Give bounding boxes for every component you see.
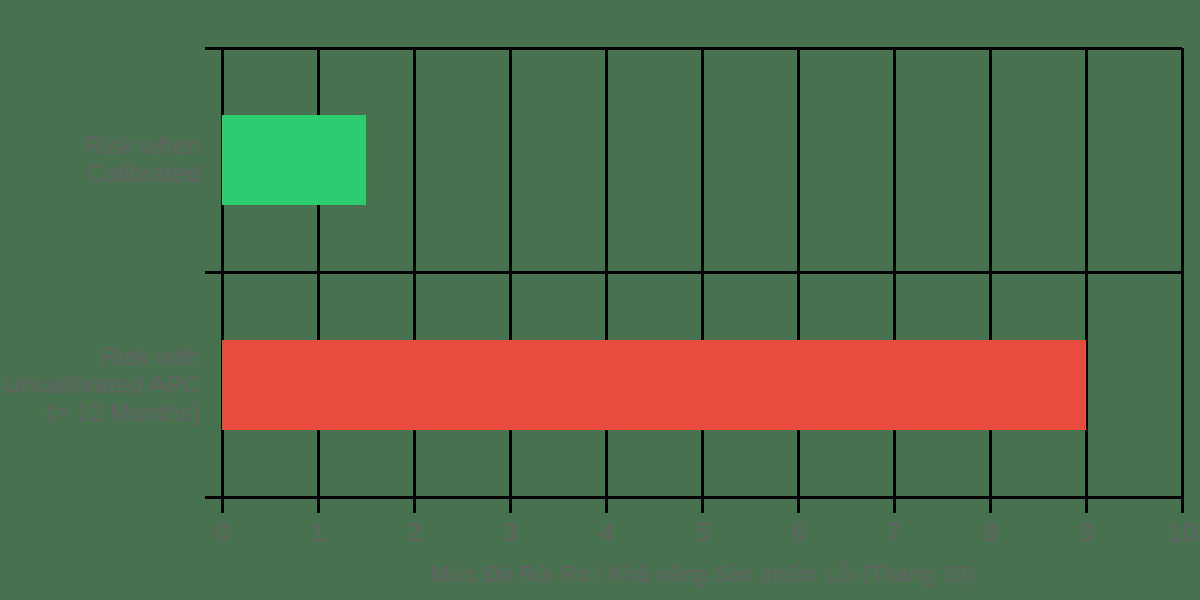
x-tick-label-7: 7 <box>886 517 902 547</box>
gridline-vertical-8 <box>988 48 992 513</box>
gridline-vertical-3 <box>508 48 512 513</box>
x-tick-label-6: 6 <box>790 517 806 547</box>
x-tick-label-10: 10 <box>1167 517 1197 547</box>
gridline-horizontal-2 <box>205 495 1182 499</box>
x-tick-label-0: 0 <box>214 517 230 547</box>
bar-category-1 <box>222 339 1086 430</box>
gridline-vertical-10 <box>1180 48 1184 513</box>
gridline-horizontal-0 <box>205 46 1182 50</box>
gridline-vertical-9 <box>1084 48 1088 513</box>
x-tick-label-8: 8 <box>982 517 998 547</box>
x-tick-label-2: 2 <box>406 517 422 547</box>
gridline-vertical-7 <box>892 48 896 513</box>
x-tick-label-5: 5 <box>694 517 710 547</box>
y-axis-category-labels: Risk when Calibrated Risk with Uncalibrat… <box>0 48 205 497</box>
x-tick-label-3: 3 <box>502 517 518 547</box>
x-axis-tick-labels: 0 1 2 3 4 5 6 7 8 9 10 <box>215 517 1197 547</box>
gridline-vertical-4 <box>604 48 608 513</box>
x-tick-label-4: 4 <box>598 517 614 547</box>
gridline-vertical-1 <box>316 48 320 513</box>
gridline-vertical-2 <box>412 48 416 513</box>
x-tick-label-1: 1 <box>310 517 326 547</box>
x-axis-title: Mức Độ Rủi Ro / Khả năng Sản phẩm Lỗi (T… <box>430 561 974 587</box>
plot-area <box>205 46 1184 513</box>
gridline-vertical-0 <box>220 48 224 513</box>
gridline-vertical-5 <box>700 48 704 513</box>
gridline-vertical-6 <box>796 48 800 513</box>
bar-category-0 <box>222 115 366 206</box>
y-category-label-1: Risk with Uncalibrated APC (> 12 Months) <box>2 342 200 427</box>
gridline-horizontal-1 <box>205 271 1182 274</box>
x-tick-label-9: 9 <box>1078 517 1094 547</box>
y-category-label-0: Risk when Calibrated <box>84 132 200 189</box>
